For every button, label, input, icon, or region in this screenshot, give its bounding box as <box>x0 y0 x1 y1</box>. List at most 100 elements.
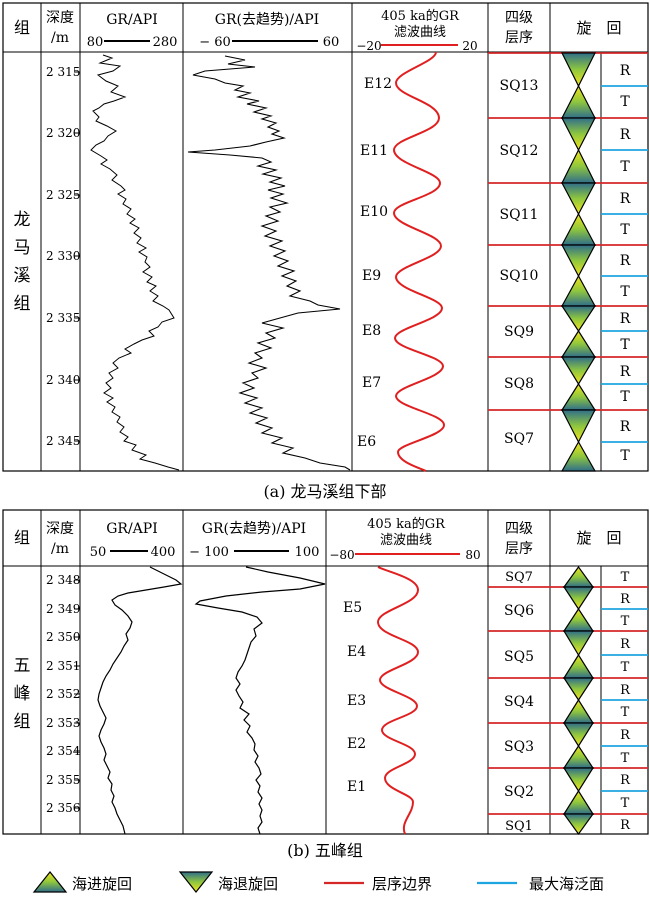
header-zu: 组 <box>14 528 30 547</box>
rt-label: T <box>620 284 630 300</box>
mfs-a <box>601 85 648 443</box>
grd-max: 60 <box>323 35 340 50</box>
e-label: E5 <box>343 600 362 616</box>
header-gr: GR/API <box>106 521 158 537</box>
header-seq: 四级 <box>505 10 533 26</box>
header-depth: 深度 <box>46 10 74 26</box>
rt-label: R <box>620 592 631 607</box>
regressive-triangle <box>561 409 596 444</box>
rt-label: R <box>620 191 631 207</box>
rt-labels-a: R T R T R T R T R T R T R T <box>620 63 631 464</box>
depth-label: 2 320 <box>46 126 80 140</box>
transgressive-triangle <box>560 274 597 307</box>
header-grd: GR(去趋势)/API <box>215 12 319 28</box>
depth-label: 2 354 <box>46 744 81 758</box>
formation-char: 马 <box>14 238 31 258</box>
cycle-column-a <box>560 52 597 472</box>
header-depth: 深度 <box>46 521 74 537</box>
depth-label: 2 356 <box>46 801 80 815</box>
e-label: E2 <box>347 736 366 752</box>
regressive-triangle <box>562 813 595 836</box>
sequence-label: SQ5 <box>504 649 534 665</box>
header-grd: GR(去趋势)/API <box>202 521 306 537</box>
regressive-legend-icon <box>178 871 214 893</box>
rt-label: T <box>621 570 630 585</box>
transgressive-triangle <box>560 440 597 472</box>
e-label: E1 <box>347 779 366 795</box>
regressive-triangle <box>562 767 595 793</box>
rt-label: T <box>620 94 630 110</box>
transgressive-triangle <box>561 148 596 184</box>
legend: 海进旋回 海退旋回 层序边界 最大海泛面 <box>32 871 604 893</box>
transgressive-triangle <box>560 329 597 358</box>
depth-label: 2 345 <box>46 434 80 448</box>
sequence-label: SQ8 <box>504 376 534 392</box>
header-filter-2: 滤波曲线 <box>380 533 432 548</box>
regressive-triangle <box>562 722 595 748</box>
e-label: E6 <box>357 434 376 450</box>
grd-min: − 100 <box>189 545 229 560</box>
regressive-triangle <box>562 677 595 702</box>
transgressive-legend-icon <box>32 871 68 893</box>
sequence-label: SQ13 <box>500 78 539 94</box>
formation-char: 龙 <box>14 210 31 230</box>
transgressive-triangle <box>561 212 596 246</box>
mfs-b <box>601 608 648 792</box>
e-label: E10 <box>360 204 388 220</box>
legend-boundary: 层序边界 <box>372 875 432 893</box>
sequence-label: SQ6 <box>504 603 534 619</box>
panel-b: 组 深度 /m GR/API 50 400 GR(去趋势)/API − 100 … <box>2 509 649 836</box>
sequence-label: SQ7 <box>504 431 534 447</box>
filter-max: 80 <box>465 548 480 562</box>
depth-label: 2 355 <box>46 773 80 787</box>
cycle-column-b <box>562 565 595 836</box>
rt-label: T <box>621 614 630 629</box>
filter-min: −20 <box>356 39 381 53</box>
rt-label: T <box>621 660 630 675</box>
rt-label: R <box>620 311 631 327</box>
regressive-triangle <box>562 586 595 611</box>
caption-b: (b) 五峰组 <box>287 841 363 860</box>
rt-label: R <box>620 728 631 743</box>
rt-label: R <box>620 637 631 652</box>
e-label: E11 <box>360 143 388 159</box>
filter-max: 20 <box>462 39 477 53</box>
rt-label: R <box>620 683 631 698</box>
transgressive-triangle <box>562 789 595 815</box>
grd-curve-b <box>194 566 326 835</box>
rt-label: R <box>620 127 631 143</box>
transgressive-triangle <box>562 744 595 769</box>
formation-char: 组 <box>14 294 31 314</box>
header-cycle: 旋 回 <box>576 19 621 37</box>
header-zu: 组 <box>14 18 30 37</box>
rt-label: R <box>620 63 631 79</box>
e-label: E12 <box>364 76 392 92</box>
header-filter-2: 滤波曲线 <box>394 25 446 40</box>
depth-label: 2 350 <box>46 630 80 644</box>
rt-label: T <box>621 796 630 811</box>
header-seq-2: 层序 <box>505 541 533 557</box>
sequence-label: SQ2 <box>504 784 534 800</box>
transgressive-triangle <box>561 84 596 119</box>
sequence-label: SQ10 <box>500 268 539 284</box>
e-label: E4 <box>347 644 366 660</box>
header-seq-2: 层序 <box>505 30 533 46</box>
filter-min: −80 <box>329 548 354 562</box>
grd-min: − 60 <box>199 35 231 50</box>
rt-label: R <box>620 419 631 435</box>
filter-curve-b <box>376 566 420 835</box>
depth-label: 2 325 <box>46 188 80 202</box>
rt-label: T <box>621 705 630 720</box>
e-label: E7 <box>362 375 381 391</box>
legend-mfs: 最大海泛面 <box>529 875 604 893</box>
e-label: E3 <box>347 693 366 709</box>
caption-a: (a) 龙马溪组下部 <box>263 482 386 501</box>
regressive-triangle <box>561 182 596 216</box>
grd-max: 100 <box>295 545 320 560</box>
transgressive-triangle <box>562 653 595 679</box>
sequence-label: SQ9 <box>504 324 534 340</box>
regressive-triangle <box>560 356 597 386</box>
regressive-triangle <box>561 52 596 88</box>
regressive-triangle <box>561 117 596 152</box>
